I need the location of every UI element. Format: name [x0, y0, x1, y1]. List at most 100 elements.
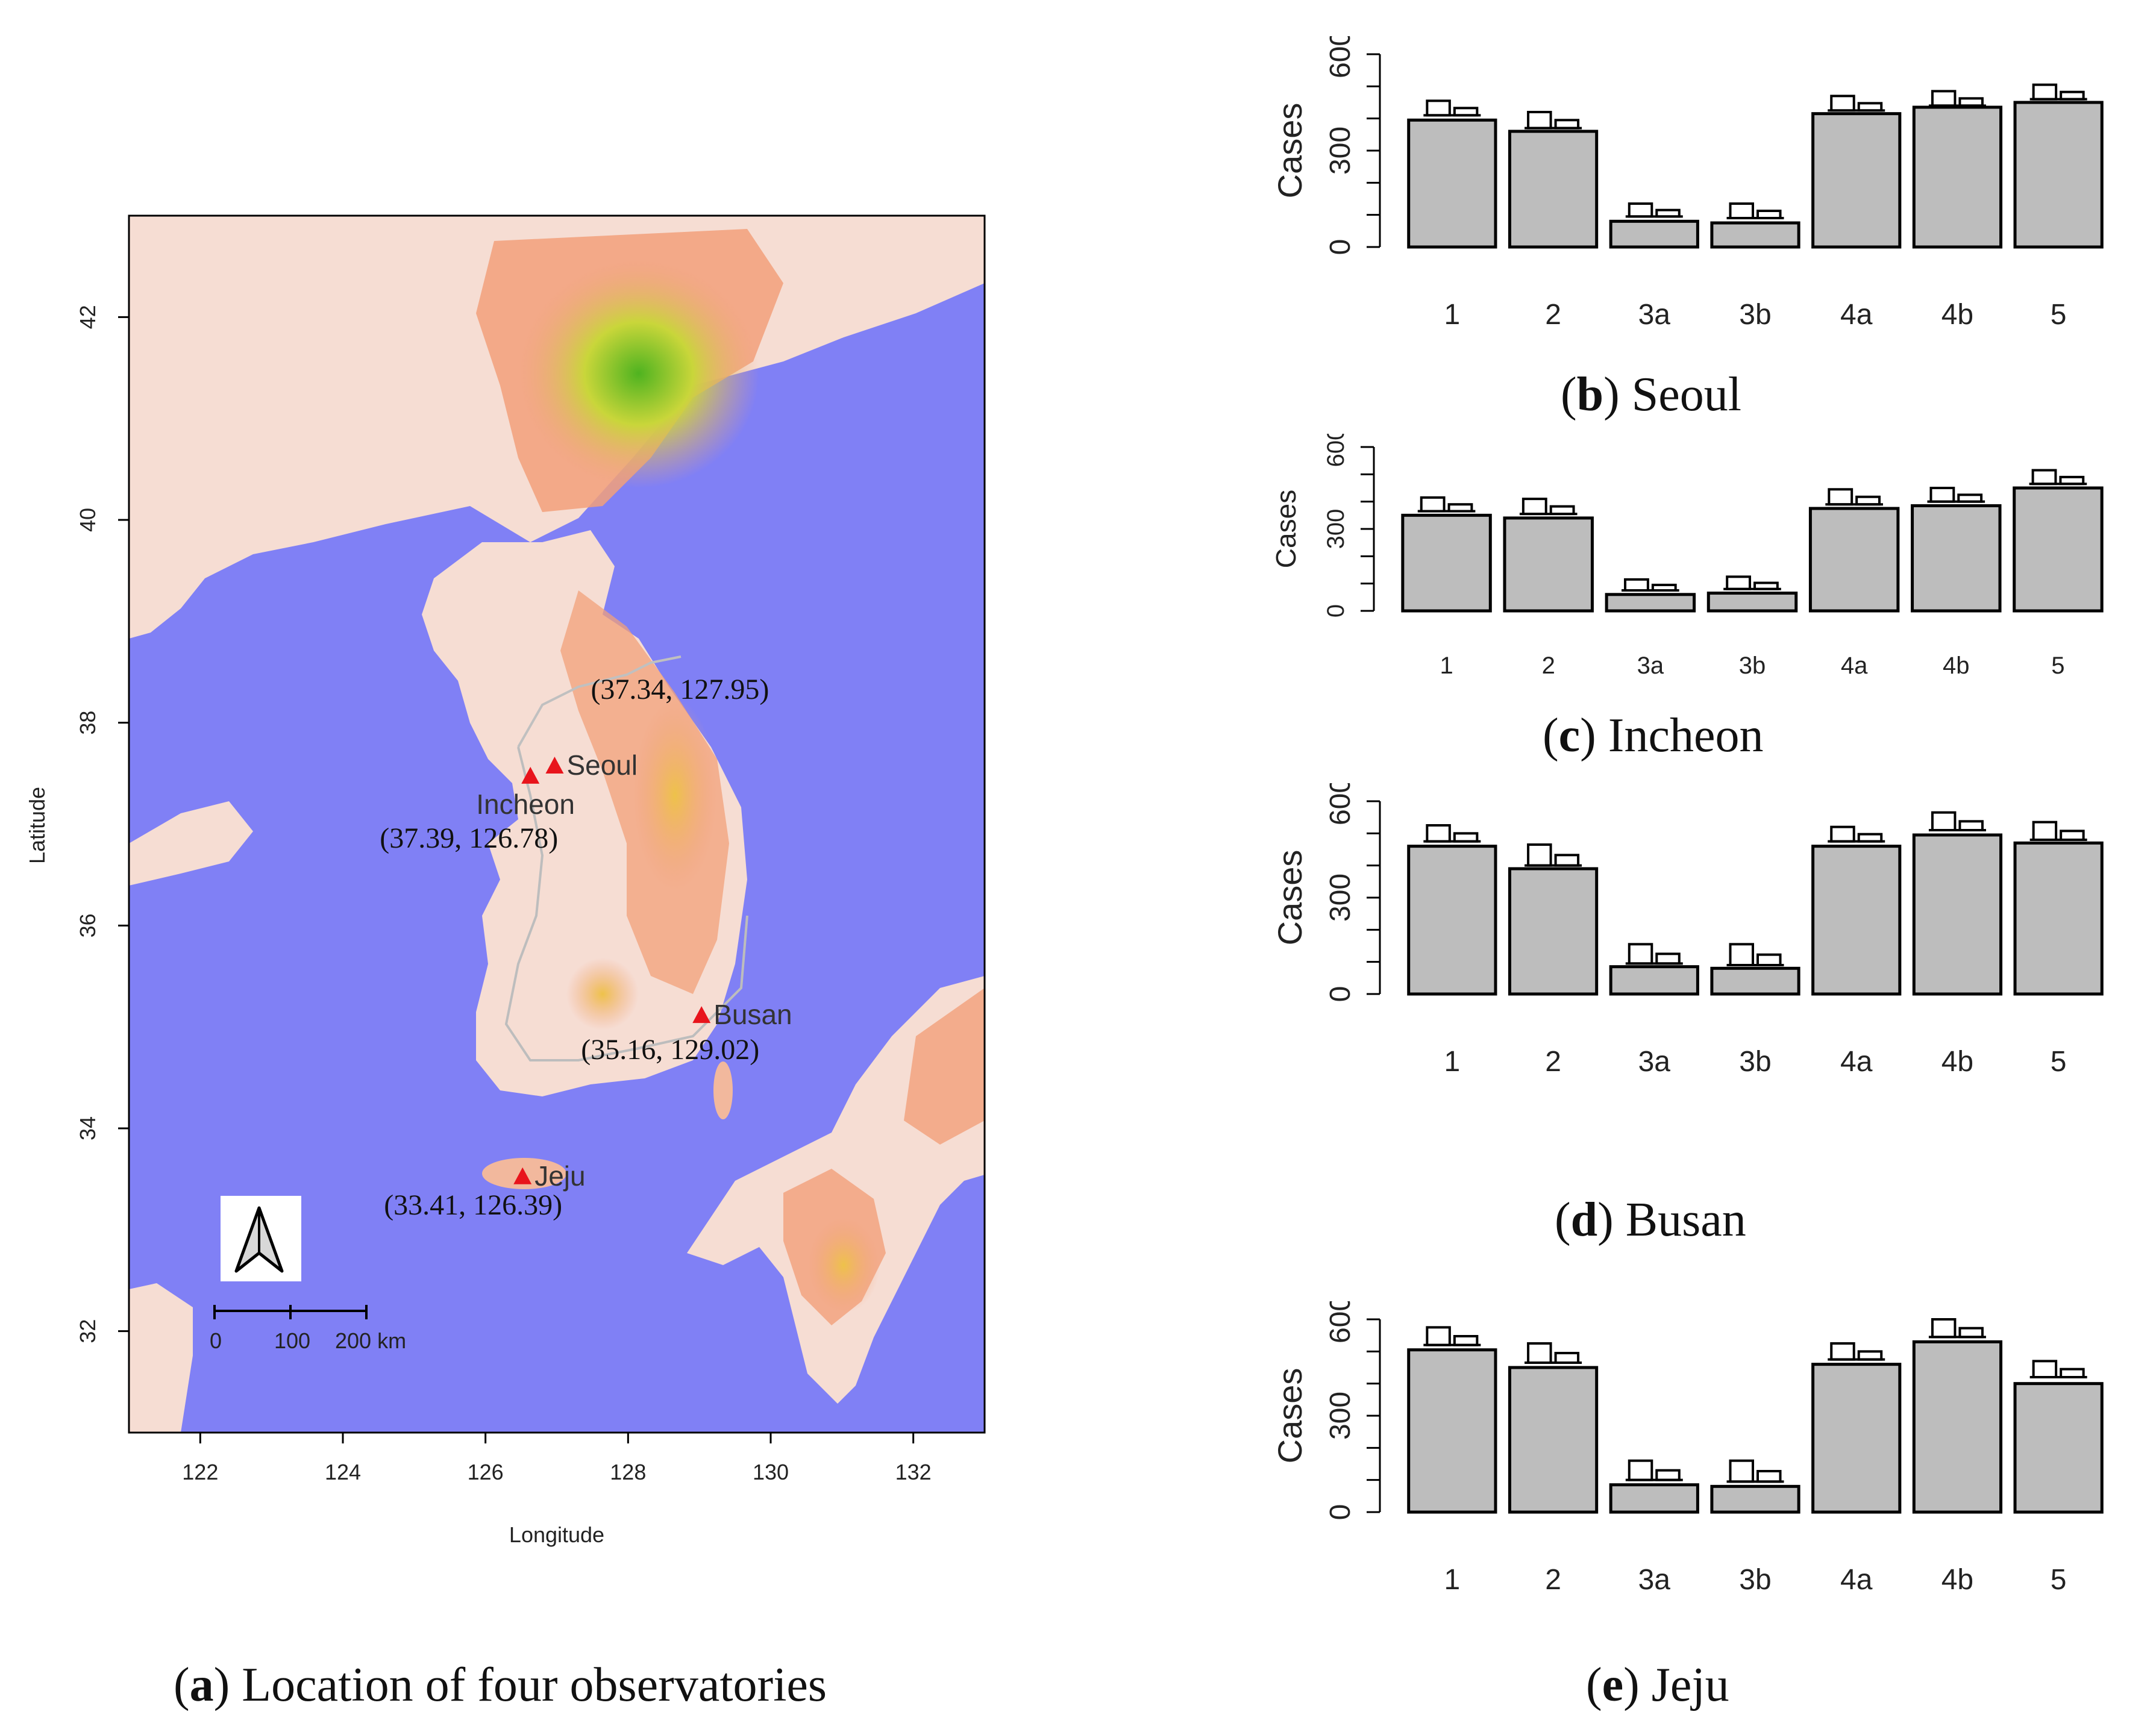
- y-tick-label: 300: [1324, 127, 1356, 175]
- station-coords: (37.39, 126.78): [380, 822, 558, 854]
- interval-box-right: [2060, 830, 2085, 842]
- x-tick-label: 3b: [1739, 652, 1766, 679]
- x-tick-label: 4a: [1841, 652, 1868, 679]
- y-axis-label: Cases: [1271, 1368, 1309, 1464]
- bar: [1811, 112, 1902, 249]
- x-tick-label: 4b: [1941, 1046, 1973, 1078]
- x-tick-label: 4b: [1941, 1564, 1973, 1596]
- interval-box-left: [1628, 1459, 1653, 1481]
- peak-zone: [518, 259, 759, 488]
- interval-box-right: [1958, 820, 1984, 831]
- bar: [1508, 130, 1599, 249]
- map-ytick-label: 38: [75, 711, 100, 735]
- map-xtick-label: 122: [182, 1460, 218, 1484]
- bar: [1710, 1484, 1800, 1514]
- y-tick-label: 600: [1324, 783, 1356, 825]
- station-markers: Seoul (37.34, 127.95) Incheon(37.39, 126.7…: [380, 674, 792, 1221]
- caption-e: (e) Jeju: [1586, 1658, 1729, 1712]
- bar: [2013, 101, 2104, 249]
- y-tick-label: 300: [1324, 874, 1356, 922]
- x-tick-label: 1: [1444, 1046, 1461, 1078]
- x-tick-label: 2: [1545, 1046, 1561, 1078]
- y-tick-label: 0: [1324, 986, 1356, 1002]
- x-tick-label: 3b: [1739, 1046, 1771, 1078]
- interval-box-left: [1628, 943, 1653, 965]
- interval-box-left: [1527, 111, 1552, 130]
- interval-box-left: [1830, 95, 1855, 112]
- bar: [1912, 833, 2003, 996]
- incheon-bar-chart: 0 300 600 Cases 1 2 3a 3b 4a 4b 5: [1270, 434, 2104, 679]
- station-coords: (33.41, 126.39): [384, 1189, 562, 1221]
- interval-box-right: [1554, 119, 1580, 130]
- map-xtick-label: 132: [895, 1460, 932, 1484]
- y-tick-label: 0: [1324, 239, 1356, 255]
- station-name: Busan: [713, 999, 792, 1030]
- interval-box-left: [1426, 99, 1451, 117]
- map-ytick-label: 40: [75, 508, 100, 532]
- interval-box-left: [1521, 498, 1547, 516]
- interval-box-left: [1426, 1326, 1451, 1346]
- bar: [1508, 1366, 1599, 1514]
- x-tick-label: 5: [2051, 1564, 2067, 1596]
- x-tick-label: 4a: [1840, 299, 1873, 331]
- interval-box-left: [1527, 843, 1552, 867]
- bar: [2013, 486, 2104, 613]
- seoul-bar-chart: 0 300 600 Cases 1 2 3a 3b 4a 4b 5: [1271, 36, 2104, 331]
- interval-box-right: [1655, 952, 1681, 965]
- map-xtick-label: 126: [468, 1460, 504, 1484]
- station-coords: (35.16, 129.02): [581, 1034, 759, 1066]
- interval-box-right: [1655, 1469, 1681, 1481]
- bar: [1710, 966, 1800, 996]
- busan-bar-chart: 0 300 600 Cases 1 2 3a 3b 4a 4b 5: [1271, 783, 2104, 1078]
- x-tick-label: 3b: [1739, 1564, 1771, 1596]
- map-xtick-label: 124: [325, 1460, 361, 1484]
- interval-box-left: [1628, 202, 1653, 218]
- bar: [1609, 965, 1699, 996]
- x-tick-label: 4b: [1941, 299, 1973, 331]
- interval-box-left: [1931, 1318, 1957, 1339]
- x-tick-label: 1: [1440, 652, 1453, 679]
- map-frame: [128, 214, 986, 1434]
- station-name: Seoul: [566, 749, 638, 781]
- bar: [1808, 507, 1900, 613]
- interval-box-left: [1527, 1342, 1552, 1364]
- interval-box-left: [1828, 488, 1854, 506]
- bar: [1912, 1340, 2003, 1514]
- map-ytick-label: 36: [75, 913, 100, 937]
- scale-bar: 0 100 200 km: [210, 1305, 406, 1353]
- x-tick-label: 5: [2051, 1046, 2067, 1078]
- x-tick-label: 3a: [1638, 1046, 1671, 1078]
- y-axis-label: Cases: [1271, 850, 1309, 946]
- x-tick-label: 1: [1444, 299, 1461, 331]
- interval-box-right: [1756, 1470, 1782, 1483]
- station-name: Incheon: [476, 789, 575, 820]
- boundary-line: [517, 655, 682, 748]
- map-ytick-label: 42: [75, 305, 100, 329]
- shandong-land: [129, 801, 253, 886]
- bar: [1407, 845, 1497, 996]
- bar: [1609, 1483, 1699, 1514]
- scale-label-0: 0: [210, 1328, 222, 1353]
- interval-box-left: [1729, 943, 1754, 967]
- x-tick-label: 5: [2051, 299, 2067, 331]
- bar: [1407, 1348, 1497, 1514]
- station-marker-icon: [521, 766, 540, 784]
- interval-box-left: [1729, 202, 1754, 219]
- interval-box-left: [1931, 811, 1957, 832]
- interval-box-left: [1929, 487, 1955, 503]
- bar: [1503, 516, 1594, 613]
- bar: [2013, 841, 2104, 996]
- interval-box-left: [2032, 83, 2058, 101]
- x-tick-label: 2: [1542, 652, 1555, 679]
- station-marker-icon: [692, 1006, 711, 1024]
- bar: [1911, 504, 2002, 613]
- bar: [1401, 513, 1492, 613]
- y-axis-label: Cases: [1270, 490, 1302, 568]
- y-tick-label: 0: [1324, 1504, 1356, 1521]
- y-tick-label: 600: [1323, 434, 1349, 467]
- interval-box-left: [1931, 90, 1957, 107]
- scale-label-100: 100: [274, 1328, 310, 1353]
- y-tick-label: 0: [1323, 604, 1349, 617]
- y-tick-label: 300: [1323, 509, 1349, 549]
- map-xlabel: Longitude: [509, 1522, 604, 1547]
